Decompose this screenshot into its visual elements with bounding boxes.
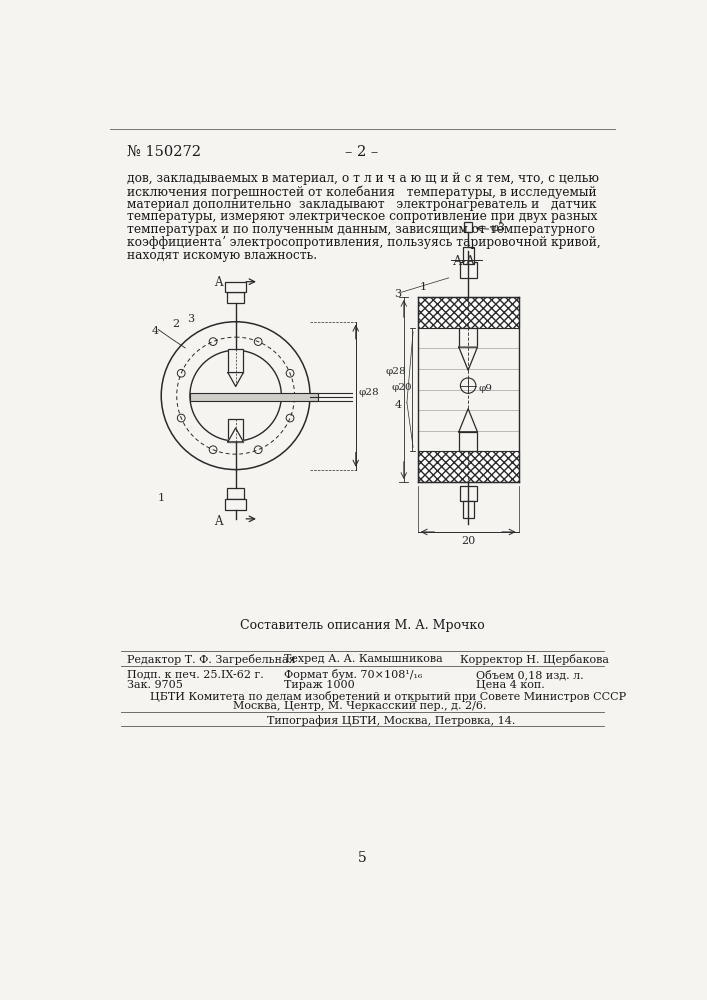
Text: исключения погрешностей от колебания   температуры, в исследуемый: исключения погрешностей от колебания тем…	[127, 185, 597, 199]
Text: Тираж 1000: Тираж 1000	[284, 680, 355, 690]
Bar	[462, 501, 474, 518]
Text: 3: 3	[187, 314, 194, 324]
Text: 3: 3	[395, 289, 402, 299]
Text: коэффициентаʼ электросопротивления, пользуясь тарировочной кривой,: коэффициентаʼ электросопротивления, поль…	[127, 236, 601, 249]
Text: Объем 0,18 изд. л.: Объем 0,18 изд. л.	[476, 669, 583, 680]
Bar	[418, 297, 518, 328]
Polygon shape	[459, 409, 477, 432]
Text: – 2 –: – 2 –	[345, 145, 378, 159]
Bar	[228, 349, 243, 373]
Bar	[462, 247, 474, 264]
Text: 4: 4	[395, 400, 402, 410]
Text: Цена 4 коп.: Цена 4 коп.	[476, 680, 544, 690]
Text: φ28: φ28	[385, 367, 406, 376]
Text: температурах и по полученным данным, зависящим от температурного: температурах и по полученным данным, зав…	[127, 223, 595, 236]
Text: Техред А. А. Камышникова: Техред А. А. Камышникова	[284, 654, 443, 664]
Bar	[225, 499, 247, 510]
Text: 4: 4	[152, 326, 159, 336]
Polygon shape	[228, 428, 243, 442]
Bar	[459, 328, 477, 347]
Text: A: A	[214, 276, 223, 289]
Bar	[228, 419, 243, 442]
Text: дов, закладываемых в материал, о т л и ч а ю щ и й с я тем, что, с целью: дов, закладываемых в материал, о т л и ч…	[127, 172, 599, 185]
Text: температуры, измеряют электрическое сопротивление при двух разных: температуры, измеряют электрическое сопр…	[127, 210, 597, 223]
Text: материал дополнительно  закладывают   электронагреватель и   датчик: материал дополнительно закладывают элект…	[127, 198, 597, 211]
Bar	[460, 486, 477, 501]
Text: 5: 5	[358, 852, 366, 865]
Text: находят искомую влажность.: находят искомую влажность.	[127, 249, 317, 262]
Text: Подп. к печ. 25.IX-62 г.: Подп. к печ. 25.IX-62 г.	[127, 669, 264, 679]
Text: 2: 2	[172, 319, 179, 329]
Text: Типография ЦБТИ, Москва, Петровка, 14.: Типография ЦБТИ, Москва, Петровка, 14.	[267, 715, 515, 726]
Text: 1: 1	[419, 282, 426, 292]
Bar	[464, 222, 472, 232]
Text: № 150272: № 150272	[127, 145, 201, 159]
Bar	[460, 262, 477, 278]
Text: φ9: φ9	[479, 384, 493, 393]
Text: Формат бум. 70×108¹/₁₆: Формат бум. 70×108¹/₁₆	[284, 669, 423, 680]
Text: φ28: φ28	[358, 388, 379, 397]
Bar	[225, 282, 247, 292]
Text: Москва, Центр, М. Черкасский пер., д. 2/6.: Москва, Центр, М. Черкасский пер., д. 2/…	[233, 701, 486, 711]
Text: А-А: А-А	[452, 255, 476, 268]
Text: 20: 20	[461, 536, 475, 546]
Bar	[227, 488, 244, 499]
Text: Редактор Т. Ф. Загребельная: Редактор Т. Ф. Загребельная	[127, 654, 296, 665]
Bar	[418, 451, 518, 482]
Bar	[190, 393, 317, 401]
Text: 1: 1	[158, 493, 165, 503]
Text: φ20: φ20	[392, 383, 412, 392]
Text: Корректор Н. Щербакова: Корректор Н. Щербакова	[460, 654, 609, 665]
Bar	[227, 292, 244, 303]
Bar	[459, 432, 477, 451]
Text: ЦБТИ Комитета по делам изобретений и открытий при Совете Министров СССР: ЦБТИ Комитета по делам изобретений и отк…	[151, 691, 626, 702]
Polygon shape	[228, 373, 243, 386]
Text: A: A	[214, 515, 223, 528]
Polygon shape	[459, 347, 477, 370]
Text: Составитель описания М. А. Мрочко: Составитель описания М. А. Мрочко	[240, 619, 484, 632]
Text: Зак. 9705: Зак. 9705	[127, 680, 183, 690]
Circle shape	[460, 378, 476, 393]
Text: φ3: φ3	[491, 223, 506, 233]
